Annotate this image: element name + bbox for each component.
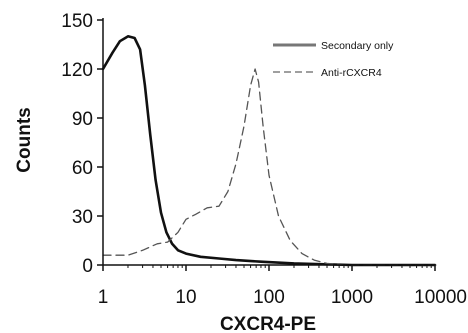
y-tick-label: 120	[61, 60, 93, 81]
y-tick-label: 30	[72, 207, 93, 228]
legend: Secondary only Anti-rCXCR4	[273, 40, 394, 79]
legend-label-secondary-only: Secondary only	[321, 40, 394, 52]
y-axis-ticks: 0 30 60 90 120 150	[61, 11, 103, 277]
y-axis-title: Counts	[14, 107, 35, 172]
series-lines	[101, 34, 437, 267]
y-tick-label: 60	[72, 158, 93, 179]
x-tick-label: 10	[175, 287, 196, 308]
y-tick-label: 150	[61, 11, 93, 32]
x-tick-label: 1000	[331, 287, 373, 308]
x-axis-title: CXCR4-PE	[220, 314, 316, 333]
y-tick-label: 0	[82, 256, 93, 277]
x-tick-label: 1	[98, 287, 109, 308]
series-line-anti-rcxcr4	[102, 68, 436, 266]
y-tick-label: 90	[72, 109, 93, 130]
x-axis-ticks: 1 10 100 1000 10000	[98, 265, 467, 308]
x-tick-label: 100	[253, 287, 285, 308]
legend-label-anti-rcxcr4: Anti-rCXCR4	[321, 67, 382, 79]
series-line-secondary-only	[101, 34, 437, 267]
x-tick-label: 10000	[414, 287, 467, 308]
